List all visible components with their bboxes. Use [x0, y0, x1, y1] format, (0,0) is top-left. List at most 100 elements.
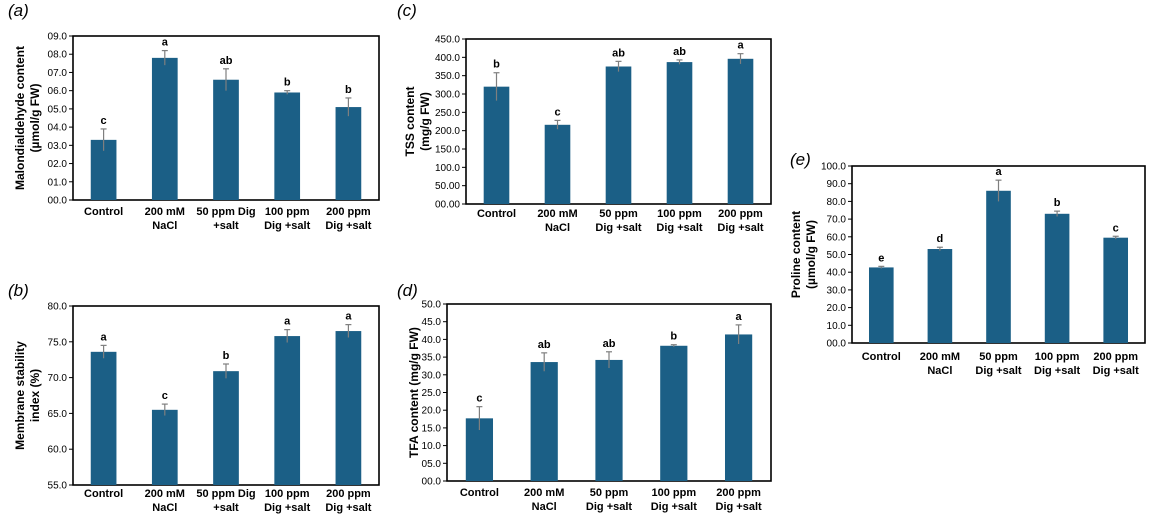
significance-letter-d: c: [476, 393, 482, 405]
category-label-e: Dig +salt: [1034, 365, 1080, 377]
y-tick-label-d: 20.0: [422, 406, 442, 417]
category-label-a: 200 mM: [145, 206, 185, 218]
category-label-b: NaCl: [152, 502, 177, 514]
y-tick-label-c: 00.00: [435, 200, 460, 211]
significance-letter-a: c: [101, 115, 107, 127]
bar-a: [213, 79, 239, 200]
bar-e: [868, 267, 894, 343]
significance-letter-b: a: [345, 311, 352, 323]
y-tick-label-e: 90.0: [827, 179, 847, 190]
panel-label-c: (c): [397, 1, 417, 20]
category-label-d: 200 mM: [524, 487, 564, 499]
category-label-a: 50 ppm Dig: [196, 206, 255, 218]
y-tick-label-d: 25.0: [422, 388, 442, 399]
category-label-c: Dig +salt: [656, 222, 702, 234]
y-axis-label-line: Membrane stability: [13, 341, 27, 450]
bar-e: [986, 190, 1011, 343]
significance-letter-e: e: [878, 252, 884, 264]
significance-letter-b: c: [162, 390, 168, 402]
category-label-e: 200 ppm: [1093, 351, 1138, 363]
bar-b: [151, 409, 178, 485]
category-label-c: 200 ppm: [718, 208, 763, 220]
y-tick-label-c: 450.0: [435, 35, 460, 46]
category-label-a: 100 ppm: [265, 206, 310, 218]
y-tick-label-d: 10.0: [422, 441, 442, 452]
y-axis-label-line: TFA content (mg/g FW): [407, 327, 421, 458]
y-tick-label-a: 08.0: [48, 50, 68, 61]
bar-a: [274, 92, 301, 200]
y-tick-label-b: 80.0: [48, 302, 68, 313]
significance-letter-e: c: [1113, 222, 1119, 234]
bar-a: [151, 57, 178, 200]
category-label-c: Dig +salt: [717, 222, 763, 234]
category-label-b: 100 ppm: [265, 488, 310, 500]
significance-letter-c: b: [493, 59, 500, 71]
y-tick-label-e: 70.0: [827, 215, 847, 226]
y-tick-label-e: 50.0: [827, 250, 847, 261]
category-label-d: Dig +salt: [651, 501, 697, 513]
significance-letter-a: ab: [220, 55, 233, 67]
bar-c: [666, 62, 693, 204]
category-label-b: 50 ppm Dig: [196, 488, 255, 500]
y-tick-label-e: 10.0: [827, 321, 847, 332]
panel-label-d: (d): [397, 281, 418, 300]
bar-e: [927, 249, 953, 343]
y-tick-label-c: 100.0: [435, 163, 460, 174]
bar-e: [1103, 237, 1129, 343]
bar-d: [595, 359, 623, 481]
y-tick-label-e: 40.0: [827, 268, 847, 279]
y-tick-label-c: 200.0: [435, 126, 460, 137]
category-label-a: Dig +salt: [264, 220, 310, 232]
y-axis-label-c: TSS content(mg/g FW): [403, 86, 432, 156]
y-axis-label-line: index (%): [28, 369, 42, 422]
y-axis-label-line: TSS content: [403, 86, 417, 156]
y-tick-label-a: 02.0: [48, 159, 68, 170]
y-tick-label-b: 75.0: [48, 337, 68, 348]
bar-d: [530, 362, 558, 481]
category-label-b: Control: [84, 488, 123, 500]
bar-c: [605, 66, 632, 204]
category-label-e: Dig +salt: [975, 365, 1021, 377]
y-tick-label-d: 40.0: [422, 335, 442, 346]
significance-letter-b: a: [284, 316, 291, 328]
category-label-b: Dig +salt: [325, 502, 371, 514]
category-label-a: Dig +salt: [325, 220, 371, 232]
y-tick-label-a: 07.0: [48, 68, 68, 79]
y-axis-label-a: Malondialdehyde content(µmol/g FW): [13, 46, 42, 190]
y-tick-label-a: 01.0: [48, 177, 68, 188]
y-tick-label-e: 60.0: [827, 232, 847, 243]
y-tick-label-b: 60.0: [48, 445, 68, 456]
category-label-d: Control: [460, 487, 499, 499]
y-tick-label-e: 80.0: [827, 197, 847, 208]
bar-e: [1044, 213, 1070, 343]
category-label-e: 100 ppm: [1035, 351, 1080, 363]
y-tick-label-a: 06.0: [48, 86, 68, 97]
bar-b: [335, 331, 362, 485]
significance-letter-e: b: [1054, 197, 1061, 209]
category-label-c: 100 ppm: [657, 208, 702, 220]
y-tick-label-e: 00.0: [827, 339, 847, 350]
y-tick-label-d: 45.0: [422, 317, 442, 328]
category-label-b: +salt: [213, 502, 239, 514]
y-tick-label-c: 150.0: [435, 145, 460, 156]
category-label-c: Control: [477, 208, 516, 220]
significance-letter-b: a: [101, 331, 108, 343]
significance-letter-c: a: [737, 40, 744, 52]
y-tick-label-a: 04.0: [48, 123, 68, 134]
y-axis-label-line: (µmol/g FW): [804, 220, 818, 289]
y-tick-label-a: 09.0: [48, 32, 68, 43]
significance-letter-e: a: [995, 166, 1002, 178]
significance-letter-d: a: [736, 311, 743, 323]
y-tick-label-a: 03.0: [48, 141, 68, 152]
bar-c: [483, 86, 510, 204]
y-tick-label-c: 300.0: [435, 90, 460, 101]
y-tick-label-d: 50.0: [422, 300, 442, 311]
bar-d: [660, 345, 688, 481]
significance-letter-d: b: [670, 331, 677, 343]
panel-label-a: (a): [8, 1, 29, 20]
category-label-e: Control: [862, 351, 901, 363]
y-tick-label-d: 15.0: [422, 423, 442, 434]
significance-letter-e: d: [937, 233, 944, 245]
y-tick-label-e: 30.0: [827, 285, 847, 296]
